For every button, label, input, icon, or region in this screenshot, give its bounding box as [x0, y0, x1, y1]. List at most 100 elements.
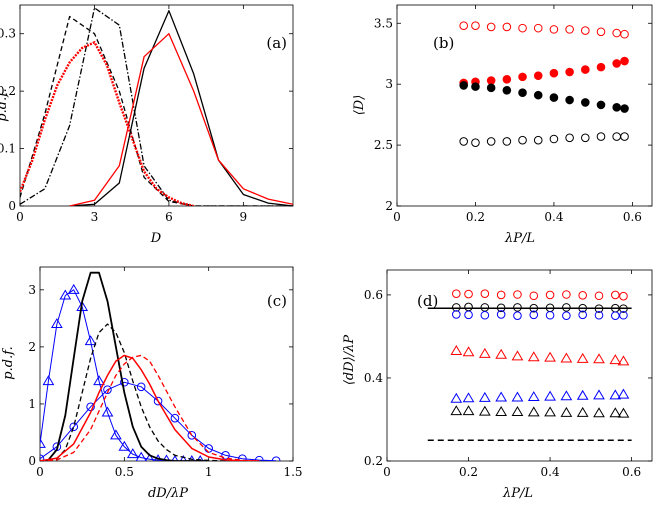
point-blue-triangles	[609, 389, 622, 400]
point-red-open-top	[581, 26, 590, 35]
y-axis-label: ⟨D⟩	[352, 95, 367, 116]
x-tick-label: 0.5	[115, 465, 134, 479]
point-black-triangles	[495, 406, 508, 417]
point-red-filled	[612, 59, 621, 68]
point-blue-circles	[529, 310, 539, 320]
series-line-black-dashed	[20, 15, 293, 206]
point-red-circles	[562, 290, 571, 299]
series-line-black-solid	[69, 10, 293, 206]
panel-label: (b)	[433, 34, 454, 52]
point-black-filled	[459, 81, 468, 90]
point-black-filled	[596, 100, 606, 110]
point-black-filled	[612, 103, 621, 112]
point-red-filled	[502, 75, 512, 84]
panel-label: (d)	[417, 292, 438, 310]
point-red-open-top	[486, 22, 496, 32]
data-layer	[427, 289, 632, 441]
x-axis-label: D	[150, 231, 162, 246]
point-black-open-bottom	[612, 132, 621, 141]
point-black-filled	[486, 83, 496, 93]
point-blue-triangles	[527, 391, 540, 402]
y-tick-label: 3	[385, 77, 393, 91]
point-black-triangles	[511, 406, 524, 417]
panel-b: 0 0.2 0.4 0.6 2 2.5 3 3.5 λP/L ⟨D⟩ (b)	[352, 4, 653, 246]
y-tick-label: 0.4	[364, 371, 383, 385]
point-blue-triangles	[560, 390, 573, 401]
x-tick-label: 0.2	[459, 465, 478, 479]
marker-blue-triangles	[59, 289, 72, 300]
marker-blue-triangles	[145, 453, 155, 461]
point-red-triangles	[560, 352, 573, 363]
point-black-open-bottom	[518, 135, 527, 145]
point-black-circles	[619, 304, 628, 313]
point-blue-circles	[578, 310, 587, 320]
point-red-triangles	[462, 346, 475, 357]
point-red-open-top	[471, 21, 480, 31]
point-blue-circles	[452, 310, 461, 319]
axes-frame	[39, 266, 294, 462]
point-red-filled	[565, 67, 574, 77]
point-blue-circles	[619, 310, 628, 320]
point-red-triangles	[544, 351, 556, 362]
marker-blue-triangles	[126, 448, 139, 459]
y-tick-label: 3	[28, 283, 36, 297]
point-black-open-bottom	[459, 137, 468, 146]
y-tick-label: 0.3	[0, 27, 16, 41]
y-tick-label: 0	[28, 454, 36, 468]
series-line-black-solid	[40, 271, 209, 461]
panel-d: 0 0.2 0.4 0.60.20.40.6λP/L⟨dD⟩/λP(d)	[342, 269, 653, 501]
x-axis-label: λP/L	[504, 231, 535, 246]
x-tick-label: 0	[16, 210, 24, 224]
x-tick-label: 1	[205, 465, 213, 479]
data-layer	[40, 271, 281, 461]
point-black-triangles	[544, 406, 556, 417]
point-black-triangles	[478, 405, 491, 416]
y-tick-label: 2	[385, 199, 393, 213]
point-black-triangles	[593, 407, 605, 418]
marker-blue-circles	[69, 422, 79, 432]
y-tick-label: 2	[28, 340, 36, 354]
panel-c: 0 0.5 1 1.5 0 1 2 3 dD/λP p.d.f. (c)	[1, 266, 303, 501]
point-black-open-bottom	[620, 132, 629, 141]
panel-a: 0 3 6 9 0 0.1 0.2 0.3 Dp.d.f. (a)	[0, 4, 294, 246]
point-red-triangles	[450, 344, 463, 355]
point-blue-circles	[513, 311, 522, 320]
point-red-circles	[464, 289, 473, 299]
point-blue-triangles	[511, 391, 524, 402]
point-blue-triangles	[617, 388, 630, 399]
series-line-blue-triangles	[40, 289, 201, 461]
marker-blue-triangles	[101, 406, 114, 417]
point-blue-circles	[611, 311, 620, 320]
marker-blue-triangles	[110, 429, 122, 440]
series-line-red-dense-dashed	[20, 41, 194, 206]
marker-blue-circles	[187, 431, 197, 440]
point-blue-circles	[496, 310, 506, 319]
point-red-circles	[452, 289, 461, 298]
y-tick-label: 0	[8, 199, 16, 213]
point-red-open-top	[612, 28, 621, 38]
point-red-triangles	[576, 352, 589, 363]
point-red-filled	[533, 71, 543, 80]
point-black-circles	[562, 303, 571, 312]
marker-blue-triangles	[42, 375, 55, 386]
point-red-open-top	[620, 29, 629, 39]
point-black-open-bottom	[533, 135, 543, 145]
axes-frame	[19, 4, 294, 207]
point-red-circles	[529, 291, 539, 301]
point-red-filled	[549, 68, 559, 78]
marker-blue-triangles	[67, 283, 80, 294]
point-black-triangles	[462, 405, 475, 416]
x-tick-label: 1.5	[283, 465, 302, 479]
point-red-filled	[596, 62, 606, 72]
marker-blue-circles	[136, 382, 146, 392]
point-red-open-top	[549, 25, 559, 34]
marker-blue-triangles	[40, 437, 46, 448]
point-blue-triangles	[495, 391, 508, 402]
axes-frame	[396, 4, 653, 207]
point-black-filled	[471, 82, 480, 91]
point-red-circles	[496, 290, 506, 300]
point-black-circles	[452, 303, 461, 312]
x-tick-label: 0	[383, 465, 391, 479]
point-black-circles	[464, 302, 473, 312]
x-tick-label: 0.4	[541, 465, 560, 479]
